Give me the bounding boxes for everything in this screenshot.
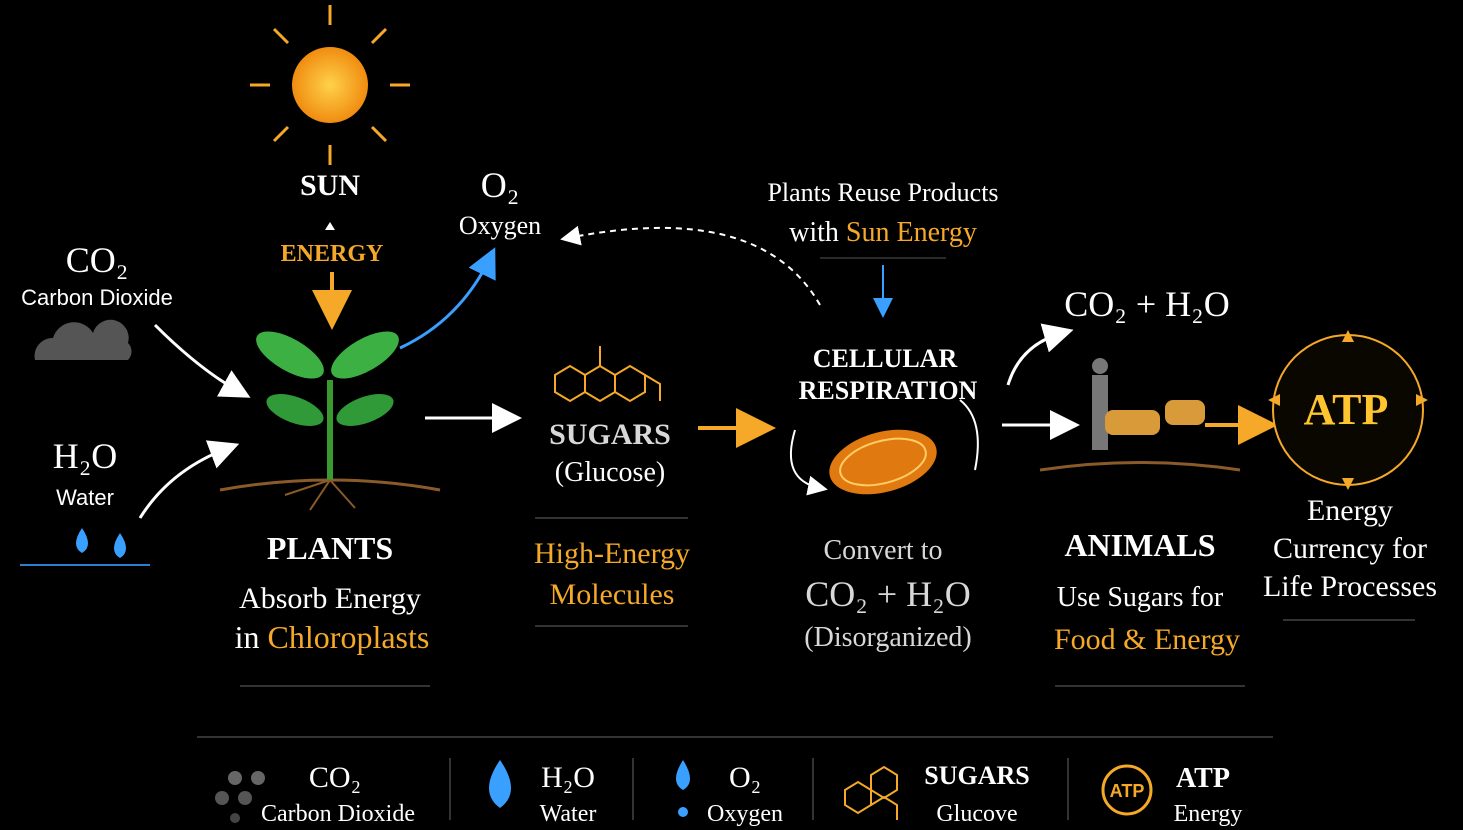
- atp-line: Currency for: [1273, 532, 1427, 565]
- legend-label: O₂: [729, 761, 761, 794]
- o2-formula: O₂: [481, 165, 520, 205]
- legend-label: H₂O: [541, 761, 595, 794]
- sun-icon: [250, 5, 410, 165]
- reuse-prefix: with: [789, 217, 839, 248]
- respiration-line: CO₂ + H₂O: [805, 574, 970, 614]
- respiration-title: CELLULAR: [813, 344, 958, 373]
- plant-icon: [219, 331, 441, 511]
- co2-formula: CO₂: [66, 240, 129, 280]
- plants-line: in Chloroplasts: [235, 619, 430, 655]
- animals-icon: [1039, 358, 1241, 472]
- legend-name: Energy: [1174, 801, 1243, 827]
- legend-label: CO₂: [309, 761, 361, 794]
- plants-title: PLANTS: [267, 530, 393, 566]
- o2-name: Oxygen: [459, 211, 541, 240]
- legend-icons: [215, 760, 1153, 823]
- legend-label: SUGARS: [924, 761, 1029, 790]
- animals-line: Use Sugars for: [1057, 582, 1224, 613]
- animals-title: ANIMALS: [1064, 527, 1215, 563]
- animals-line: Food & Energy: [1054, 623, 1240, 656]
- h2o-name: Water: [56, 485, 114, 510]
- atp-line: Energy: [1307, 494, 1393, 527]
- sun-label: SUN: [300, 169, 360, 202]
- respiration-title: RESPIRATION: [799, 376, 978, 405]
- arrow: [560, 225, 821, 306]
- plants-line: Absorb Energy: [239, 582, 421, 615]
- atp-icon: [1268, 330, 1428, 490]
- co2-name: Carbon Dioxide: [21, 285, 173, 310]
- arrow: [153, 323, 251, 398]
- arrow: [1006, 323, 1074, 386]
- sugar-icon: [554, 346, 661, 403]
- legend-name: Oxygen: [707, 801, 783, 827]
- atp-label: ATP: [1304, 385, 1389, 434]
- legend-name: Carbon Dioxide: [261, 801, 415, 827]
- sugars-line: Molecules: [550, 578, 675, 611]
- arrow: [325, 222, 335, 230]
- h2o-formula: H₂O: [53, 436, 118, 476]
- arrow: [399, 247, 496, 350]
- reuse-line: with Sun Energy: [789, 217, 977, 248]
- legend-name: Water: [540, 801, 597, 827]
- reuse-line: Plants Reuse Products: [767, 178, 998, 207]
- sugars-subtitle: (Glucose): [555, 457, 665, 488]
- mitochondrion-icon: [789, 399, 979, 496]
- sugars-line: High-Energy: [534, 537, 690, 570]
- plants-prefix: in: [235, 619, 260, 655]
- legend-name: Glucove: [936, 801, 1017, 827]
- plants-highlight: Chloroplasts: [268, 619, 430, 655]
- respiration-line: (Disorganized): [804, 622, 971, 653]
- divider: [197, 517, 1415, 820]
- water-icon: [20, 528, 150, 566]
- legend-icon-label: ATP: [1110, 781, 1145, 801]
- legend-label: ATP: [1176, 763, 1230, 794]
- respiration-line: Convert to: [824, 535, 943, 566]
- products-label: CO₂ + H₂O: [1064, 284, 1229, 324]
- cloud-icon: [34, 319, 132, 360]
- reuse-highlight: Sun Energy: [846, 217, 977, 248]
- energy-label: ENERGY: [281, 241, 384, 267]
- sugars-title: SUGARS: [549, 418, 671, 451]
- atp-line: Life Processes: [1263, 570, 1437, 603]
- arrow: [138, 440, 240, 519]
